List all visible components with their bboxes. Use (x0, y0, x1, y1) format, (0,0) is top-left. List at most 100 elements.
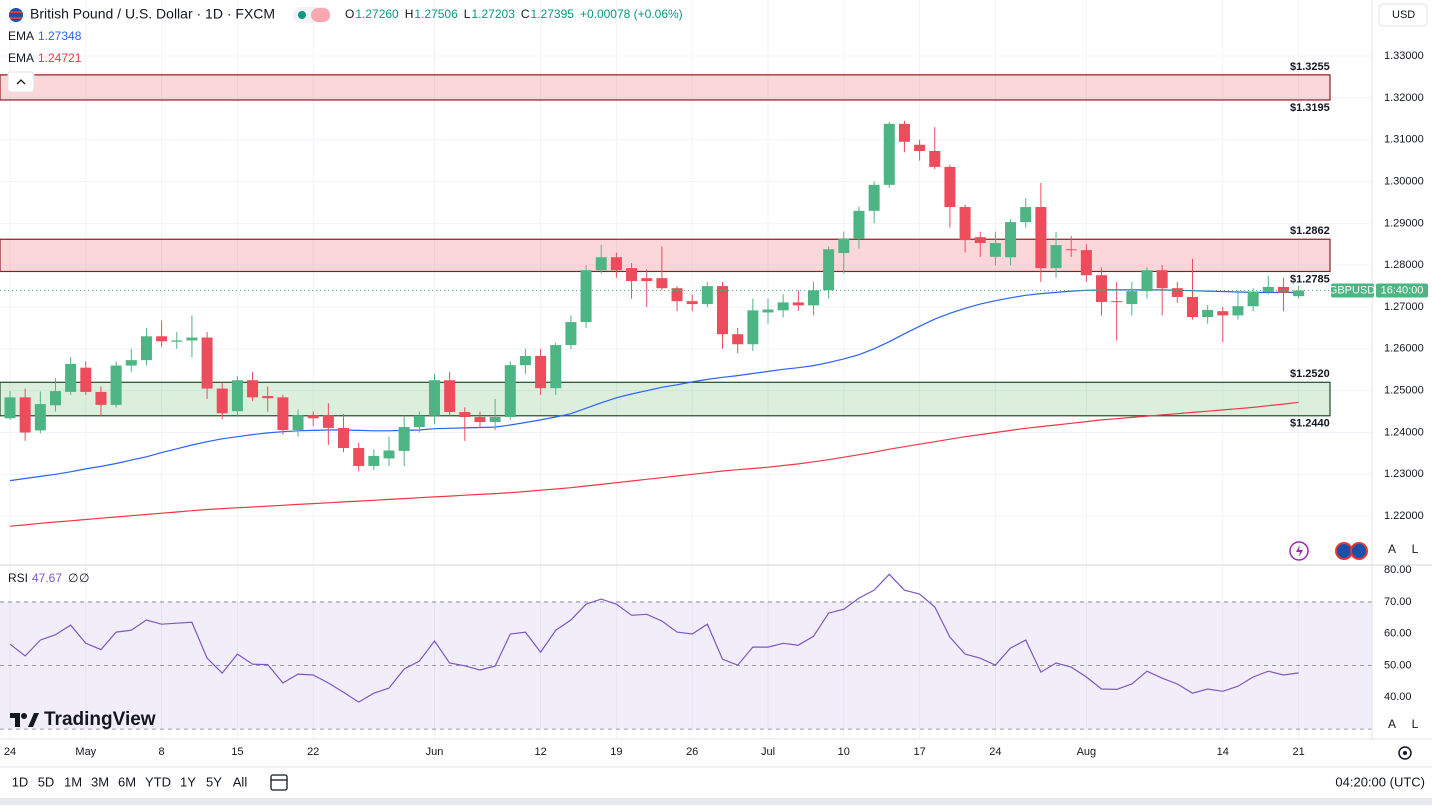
range-button[interactable]: 1D (12, 774, 29, 789)
x-tick-label: 19 (610, 746, 622, 758)
y-tick-label: 1.24000 (1384, 426, 1424, 438)
date-range-icon[interactable] (270, 774, 288, 791)
ohlc-value: 1.27506 (414, 7, 458, 21)
countdown-tag (1376, 283, 1428, 298)
settings-hub (1403, 751, 1407, 755)
candle-body (338, 427, 350, 448)
ohlc-key: C (521, 7, 530, 21)
y-tick-label: 1.22000 (1384, 510, 1424, 522)
chevron-up (16, 79, 26, 85)
candle-body (110, 365, 122, 405)
rsi-pane (0, 573, 1372, 730)
x-tick-label: Jun (426, 746, 444, 758)
scale-button[interactable] (1406, 716, 1424, 734)
indicator-param: ∅ (68, 571, 78, 585)
event-flag[interactable] (1350, 542, 1368, 560)
candle-body (1126, 291, 1138, 305)
x-tick-label: 14 (1217, 746, 1229, 758)
symbol-flag (9, 8, 23, 22)
candle-body (1262, 286, 1274, 292)
settings-icon[interactable] (1398, 746, 1412, 760)
zone-label: $1.3255 (1290, 61, 1330, 73)
currency-label: USD (1392, 9, 1415, 21)
candle-body (732, 334, 744, 345)
candle-body (201, 337, 213, 389)
y-tick-label: 1.33000 (1384, 50, 1424, 62)
scale-button[interactable] (1383, 716, 1401, 734)
range-button[interactable]: 6M (118, 774, 136, 789)
candle-body (898, 123, 910, 142)
candle-body (535, 355, 547, 389)
y-tick-label: 1.31000 (1384, 134, 1424, 146)
zone-label: $1.2440 (1290, 418, 1330, 430)
price-change: +0.00078 (+0.06%) (580, 7, 683, 21)
candle-body (474, 417, 486, 423)
event-flag[interactable] (1335, 542, 1353, 560)
candle-body (974, 237, 986, 244)
scale-button[interactable] (1406, 541, 1424, 559)
candle-body (565, 322, 577, 346)
candle-body (1217, 311, 1229, 316)
ohlc-value: 1.27203 (471, 7, 515, 21)
grid-layer (0, 0, 1372, 738)
scale-button-label: L (1412, 717, 1419, 731)
candle-body (1202, 309, 1214, 318)
candle-body (247, 380, 259, 398)
candle-body (186, 337, 198, 341)
candle-body (95, 391, 107, 405)
y-tick-label: 1.29000 (1384, 217, 1424, 229)
candle-body (686, 301, 698, 305)
chart-title: British Pound / U.S. Dollar · 1D · FXCM (30, 6, 275, 22)
candle-body (1141, 270, 1153, 292)
candle-body (853, 210, 865, 239)
y-tick-label: 1.26000 (1384, 343, 1424, 355)
candle-body (156, 336, 168, 342)
rsi-tick-label: 60.00 (1384, 628, 1412, 640)
indicator-name: EMA (8, 29, 34, 43)
zone-label: $1.2862 (1290, 225, 1330, 237)
candle-body (489, 417, 501, 423)
range-button[interactable]: 1Y (180, 774, 196, 789)
countdown-label: 16:40:00 (1381, 284, 1424, 296)
range-button[interactable]: YTD (145, 774, 171, 789)
range-button[interactable]: 5Y (206, 774, 222, 789)
x-tick-label: Aug (1077, 746, 1097, 758)
indicator-param: ∅ (79, 571, 89, 585)
collapse-legend[interactable] (7, 71, 35, 93)
candle-body (1156, 270, 1168, 289)
candle-body (49, 391, 61, 406)
ohlc-key: O (345, 7, 354, 21)
indicator-name: EMA (8, 51, 34, 65)
candle-body (747, 310, 759, 345)
y-tick-label: 1.28000 (1384, 259, 1424, 271)
candle-body (368, 455, 380, 466)
candle-body (807, 290, 819, 306)
range-button[interactable]: 1M (64, 774, 82, 789)
alert-icon[interactable] (1289, 541, 1309, 561)
ohlc-key: H (405, 7, 414, 21)
candle-body (504, 365, 516, 418)
currency-button[interactable] (1378, 3, 1428, 27)
candle-body (231, 380, 243, 412)
zone-label: $1.2785 (1290, 273, 1330, 285)
bottom-strip (0, 798, 1432, 805)
candle-body (959, 207, 971, 241)
ohlc-key: L (464, 7, 471, 21)
scale-button[interactable] (1383, 541, 1401, 559)
range-button[interactable]: 5D (38, 774, 55, 789)
rsi-tick-label: 50.00 (1384, 659, 1412, 671)
range-button[interactable]: 3M (91, 774, 109, 789)
candle-body (353, 447, 365, 466)
x-tick-label: 17 (913, 746, 925, 758)
candle-body (868, 184, 880, 211)
candle-body (580, 270, 592, 323)
x-tick-label: 21 (1292, 746, 1304, 758)
x-tick-label: 12 (534, 746, 546, 758)
candle-body (1065, 249, 1077, 251)
candle-body (656, 278, 668, 289)
candle-body (444, 380, 456, 413)
range-button[interactable]: All (233, 774, 248, 789)
rsi-tick-label: 80.00 (1384, 564, 1412, 576)
